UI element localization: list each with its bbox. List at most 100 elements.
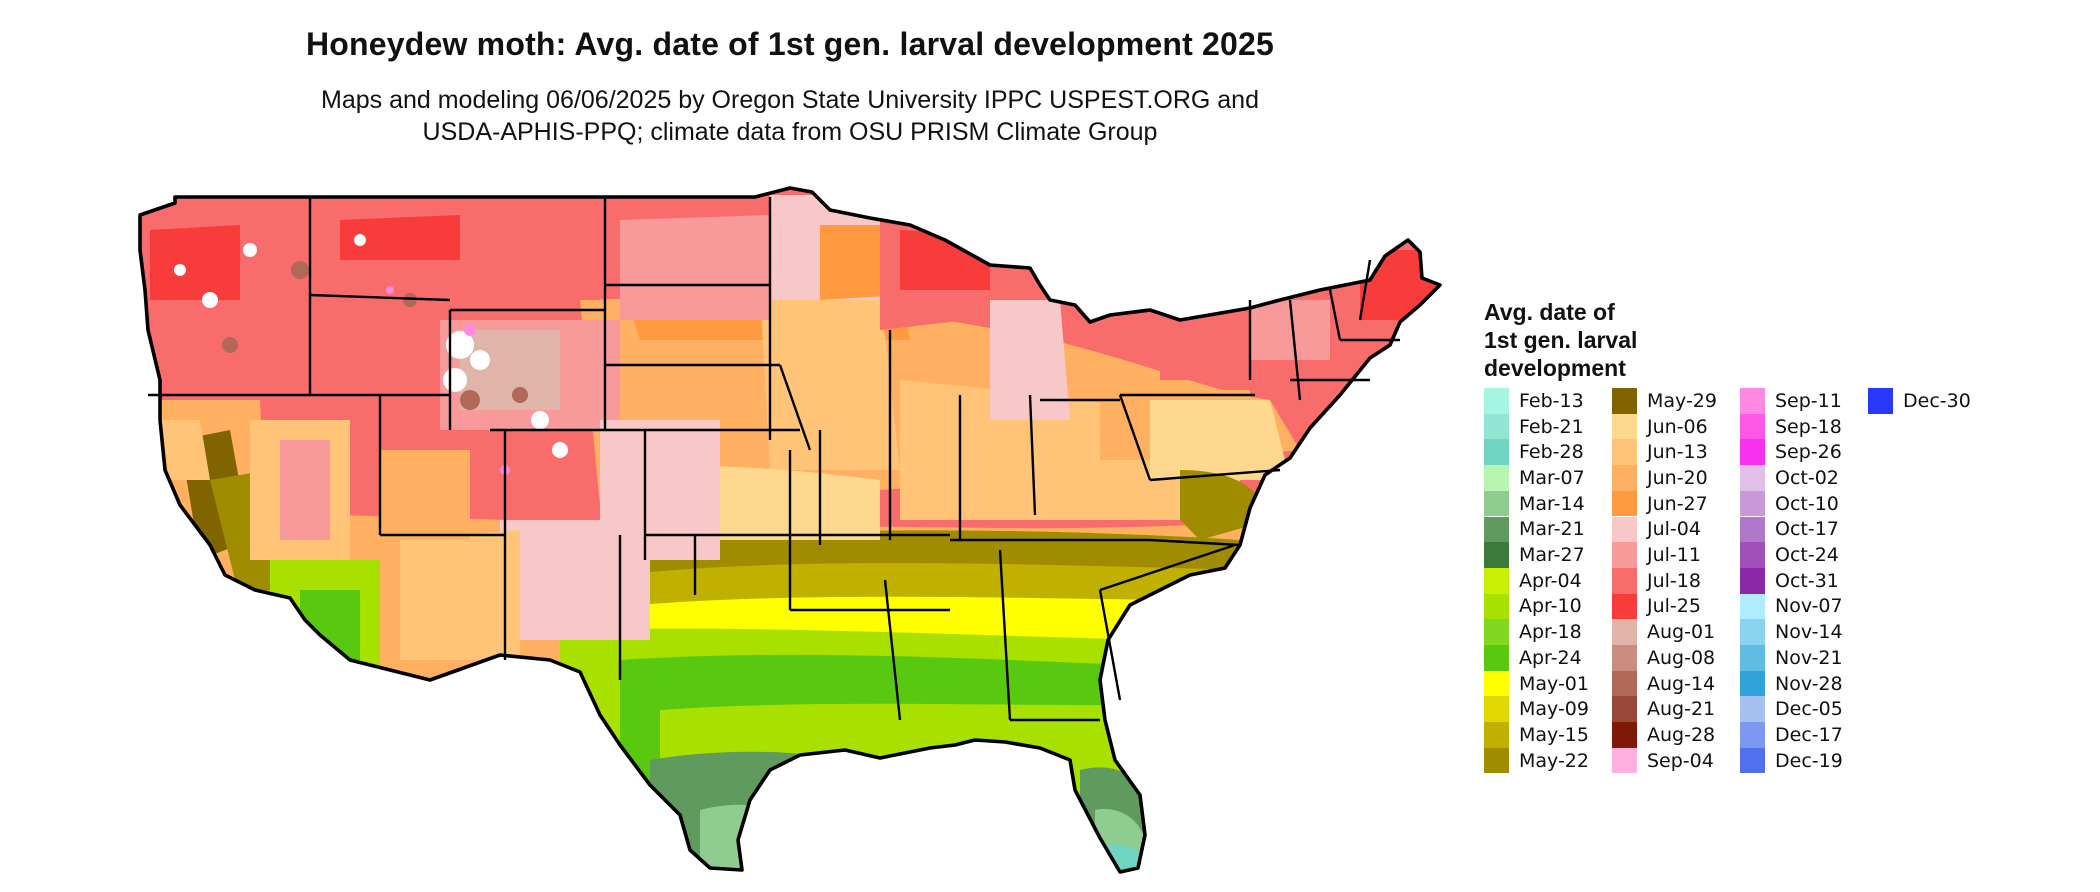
legend-label: Mar-14 (1519, 492, 1585, 515)
legend-item: Aug-01 (1612, 619, 1715, 645)
legend-label: Dec-30 (1903, 389, 1971, 412)
legend-item: Jul-04 (1612, 516, 1701, 543)
legend-label: May-15 (1519, 723, 1589, 746)
legend-title-line: Avg. date of (1484, 299, 1615, 325)
legend-label: Mar-07 (1519, 466, 1585, 489)
legend-item: May-22 (1484, 747, 1589, 774)
legend-item: Sep-26 (1740, 439, 1842, 466)
legend-label: Sep-04 (1647, 749, 1714, 772)
legend-swatch (1484, 747, 1509, 774)
legend-label: Mar-21 (1519, 518, 1585, 541)
legend-item: Mar-21 (1484, 516, 1585, 543)
legend-swatch (1612, 747, 1637, 774)
legend-item: Nov-07 (1740, 593, 1843, 620)
legend-swatch (1740, 542, 1765, 568)
legend-item: Dec-30 (1868, 388, 1971, 414)
legend-label: Oct-10 (1775, 492, 1839, 515)
legend-swatch (1612, 465, 1637, 491)
legend-item: Jun-20 (1612, 465, 1708, 491)
legend-swatch (1484, 722, 1509, 748)
legend-swatch (1740, 747, 1765, 774)
legend-item: Apr-10 (1484, 593, 1582, 620)
legend-swatch (1484, 439, 1509, 466)
legend-label: Nov-07 (1775, 595, 1843, 618)
legend-item: May-01 (1484, 670, 1589, 697)
legend-swatch (1740, 619, 1765, 645)
legend-swatch (1612, 413, 1637, 440)
legend-swatch (1484, 388, 1509, 414)
legend-item: Oct-31 (1740, 567, 1839, 594)
legend-item: Jul-18 (1612, 567, 1701, 594)
legend-label: Aug-28 (1647, 723, 1716, 746)
legend-swatch (1740, 465, 1765, 491)
legend-item: Aug-28 (1612, 722, 1715, 748)
legend-swatch (1612, 516, 1637, 543)
legend-label: Apr-10 (1519, 595, 1582, 618)
legend-item: Dec-05 (1740, 696, 1843, 723)
legend-item: Oct-24 (1740, 542, 1839, 568)
legend-swatch (1484, 593, 1509, 620)
legend-label: Sep-11 (1775, 389, 1842, 412)
legend-label: Oct-17 (1775, 518, 1839, 541)
legend-item: Feb-21 (1484, 413, 1584, 440)
legend-item: Nov-28 (1740, 670, 1843, 697)
legend-label: Oct-31 (1775, 569, 1839, 592)
legend-label: Jun-20 (1647, 466, 1708, 489)
legend-label: Oct-02 (1775, 466, 1839, 489)
legend-swatch (1612, 388, 1637, 414)
legend-label: Nov-14 (1775, 621, 1843, 644)
legend-label: Apr-18 (1519, 621, 1582, 644)
legend-swatch (1612, 670, 1637, 697)
legend-item: May-09 (1484, 696, 1589, 723)
legend-swatch (1612, 696, 1637, 723)
legend-item: Mar-27 (1484, 542, 1585, 568)
legend-item: Oct-17 (1740, 516, 1839, 543)
legend-item: May-29 (1612, 388, 1717, 414)
legend-item: Jun-06 (1612, 413, 1708, 440)
legend-swatch (1612, 722, 1637, 748)
legend-label: Feb-13 (1519, 389, 1584, 412)
legend-label: Apr-24 (1519, 646, 1582, 669)
legend-swatch (1612, 593, 1637, 620)
legend-label: Jun-06 (1647, 415, 1708, 438)
legend-label: Jun-27 (1647, 492, 1708, 515)
legend-label: Oct-24 (1775, 544, 1839, 567)
legend-swatch (1868, 388, 1893, 414)
legend-swatch (1484, 619, 1509, 645)
legend-swatch (1612, 490, 1637, 517)
legend-title-line: 1st gen. larval (1484, 327, 1638, 353)
legend-swatch (1740, 593, 1765, 620)
legend-swatch (1740, 388, 1765, 414)
map-subtitle-line-1: Maps and modeling 06/06/2025 by Oregon S… (321, 86, 1259, 114)
legend-item: Jul-11 (1612, 542, 1701, 568)
legend-swatch (1612, 645, 1637, 671)
legend-swatch (1740, 439, 1765, 466)
legend-label: May-01 (1519, 672, 1589, 695)
legend-swatch (1484, 490, 1509, 517)
legend-label: Aug-14 (1647, 672, 1716, 695)
legend-item: Nov-21 (1740, 645, 1843, 671)
legend-item: Apr-24 (1484, 645, 1582, 671)
legend-item: May-15 (1484, 722, 1589, 748)
legend-swatch (1484, 696, 1509, 723)
legend-item: Dec-17 (1740, 722, 1843, 748)
legend-swatch (1612, 619, 1637, 645)
legend-item: Jun-13 (1612, 439, 1708, 466)
legend-label: Aug-21 (1647, 698, 1716, 721)
legend-swatch (1740, 722, 1765, 748)
legend-label: May-29 (1647, 389, 1717, 412)
legend-label: Sep-26 (1775, 441, 1842, 464)
legend-label: May-09 (1519, 698, 1589, 721)
legend-swatch (1740, 413, 1765, 440)
legend-item: Dec-19 (1740, 747, 1843, 774)
legend-label: Aug-08 (1647, 646, 1716, 669)
legend-swatch (1484, 516, 1509, 543)
legend-swatch (1740, 645, 1765, 671)
legend-title-line: development (1484, 355, 1626, 381)
legend-item: Aug-08 (1612, 645, 1715, 671)
legend-item: Apr-04 (1484, 567, 1582, 594)
legend-swatch (1740, 490, 1765, 517)
legend: Feb-13 Feb-21 Feb-28 Mar-07 Mar-14 Mar-21 Mar-… (1484, 388, 2044, 778)
legend-item: Feb-13 (1484, 388, 1584, 414)
legend-swatch (1484, 465, 1509, 491)
